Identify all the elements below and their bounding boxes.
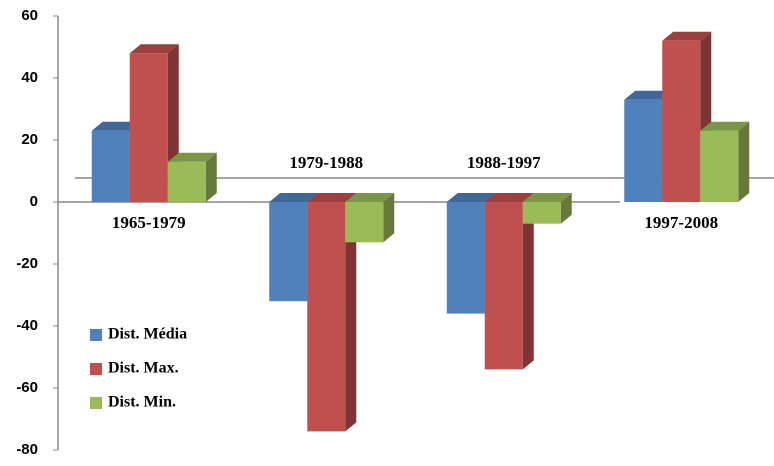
bar bbox=[446, 202, 485, 314]
y-tick-label: 40 bbox=[21, 69, 38, 86]
legend-swatch bbox=[90, 329, 102, 341]
bar-side bbox=[383, 193, 395, 243]
bar-top bbox=[484, 193, 534, 202]
x-tick-label: 1965-1979 bbox=[112, 213, 186, 232]
bar bbox=[167, 161, 206, 202]
bar bbox=[269, 202, 308, 302]
x-tick-label: 1997-2008 bbox=[644, 213, 718, 232]
legend-swatch bbox=[90, 363, 102, 375]
y-tick-label: 20 bbox=[21, 131, 38, 148]
bar-top bbox=[129, 44, 179, 54]
bar-side bbox=[205, 152, 217, 202]
bar-top bbox=[662, 31, 712, 41]
bar bbox=[624, 99, 663, 202]
bar-top bbox=[167, 152, 217, 162]
bar-side bbox=[345, 193, 357, 432]
bar bbox=[662, 40, 701, 202]
bar-top bbox=[307, 193, 357, 202]
bar-top bbox=[624, 90, 674, 100]
bar-top bbox=[700, 121, 750, 131]
bar-side bbox=[738, 121, 750, 202]
y-tick-label: -80 bbox=[16, 441, 38, 458]
bar bbox=[700, 130, 739, 202]
bar-top bbox=[446, 193, 496, 202]
y-tick-label: 60 bbox=[21, 7, 38, 24]
bar-side bbox=[560, 193, 572, 224]
legend-label: Dist. Min. bbox=[108, 394, 176, 411]
legend-swatch bbox=[90, 397, 102, 409]
legend-label: Dist. Média bbox=[108, 326, 187, 343]
bar bbox=[91, 130, 130, 202]
y-tick-label: -20 bbox=[16, 255, 38, 272]
y-tick-label: -40 bbox=[16, 317, 38, 334]
bar-top bbox=[345, 193, 395, 202]
legend-label: Dist. Max. bbox=[108, 360, 179, 377]
bar bbox=[345, 202, 384, 243]
bar bbox=[129, 53, 168, 203]
bar bbox=[307, 202, 346, 432]
bar-side bbox=[522, 193, 534, 370]
y-tick-label: 0 bbox=[30, 193, 38, 210]
bar-top bbox=[269, 193, 319, 202]
bar bbox=[522, 202, 561, 224]
bar-top bbox=[91, 121, 141, 131]
x-tick-label: 1988-1997 bbox=[467, 153, 541, 172]
x-tick-label: 1979-1988 bbox=[289, 153, 363, 172]
bar bbox=[484, 202, 523, 370]
bar-top bbox=[522, 193, 572, 202]
y-tick-label: -60 bbox=[16, 379, 38, 396]
